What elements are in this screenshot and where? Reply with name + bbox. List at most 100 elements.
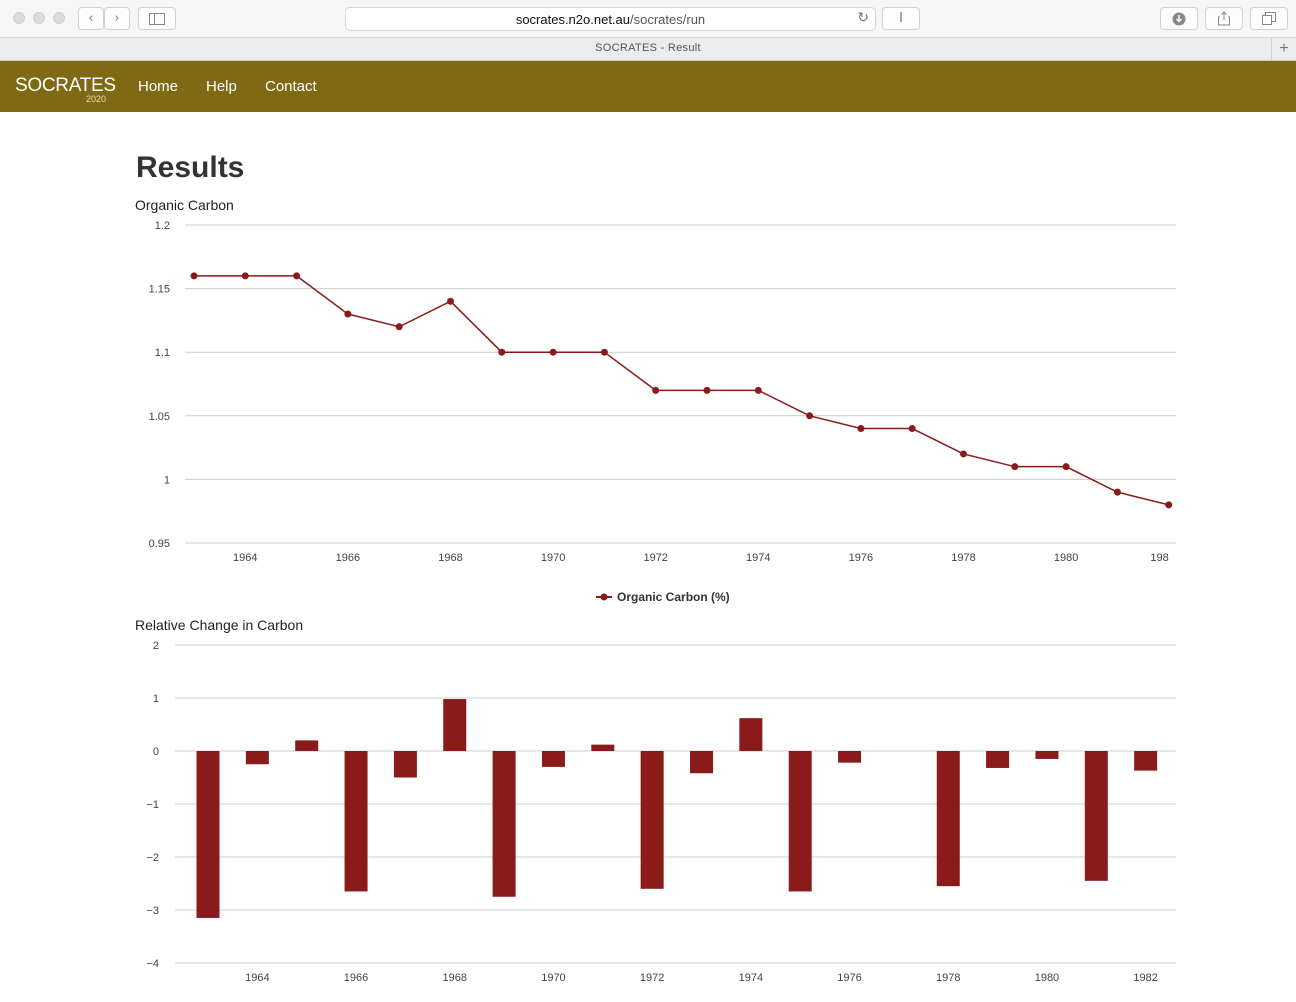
x-tick-label: 1964 (245, 972, 269, 984)
data-point (754, 386, 762, 394)
y-tick-label: −2 (146, 852, 159, 864)
share-button[interactable] (1205, 7, 1243, 30)
back-button[interactable]: ‹ (78, 7, 104, 30)
y-tick-label: 1.15 (149, 284, 170, 296)
tabs-icon (1262, 12, 1276, 25)
x-tick-label: 1972 (640, 972, 664, 984)
chevron-right-icon: › (114, 11, 120, 26)
x-tick-label: 1982 (1133, 972, 1157, 984)
data-point (1113, 488, 1121, 496)
close-window-icon[interactable] (13, 12, 25, 24)
forward-button[interactable]: › (104, 7, 130, 30)
bar-chart-title: Relative Change in Carbon (135, 617, 304, 633)
bar (640, 751, 664, 889)
data-point (447, 297, 454, 305)
legend-label: Organic Carbon (%) (617, 590, 730, 604)
organic-carbon-chart: 0.95 1 1.05 1.1 1.15 1.2 1964 1966 1968 1970 1972 1… (149, 220, 1176, 604)
data-point (549, 348, 557, 356)
x-tick-label: 1964 (233, 552, 257, 564)
x-tick-label: 1978 (936, 972, 960, 984)
x-tick-label: 1968 (443, 972, 467, 984)
bar (1134, 751, 1158, 771)
bar (1084, 751, 1108, 881)
data-point (652, 386, 660, 394)
data-point (190, 272, 198, 280)
text-cursor-icon: I (899, 11, 903, 26)
relative-change-chart: −4 −3 −2 −1 0 1 2 1964 1966 1968 1970 1972 1974 1976 1… (146, 640, 1176, 984)
data-point (806, 412, 814, 420)
bar (393, 751, 417, 778)
brand-logo[interactable]: SOCRATES (15, 75, 116, 96)
bar (245, 751, 269, 765)
minimize-window-icon[interactable] (33, 12, 45, 24)
y-tick-label: −3 (146, 905, 159, 917)
nav-help-link[interactable]: Help (206, 78, 237, 95)
nav-home-link[interactable]: Home (138, 78, 179, 95)
x-tick-label: 1980 (1035, 972, 1059, 984)
reload-icon[interactable]: ↻ (857, 10, 869, 26)
x-tick-label: 1966 (336, 552, 360, 564)
data-point (908, 425, 916, 433)
bar (196, 751, 220, 918)
data-point (1011, 463, 1019, 471)
tab-title[interactable]: SOCRATES - Result (595, 42, 701, 54)
zoom-window-icon[interactable] (53, 12, 65, 24)
data-point (1062, 463, 1070, 471)
browser-toolbar: ‹ › socrates.n2o.net.au/socrates/run ↻ I (0, 0, 1296, 38)
brand-year: 2020 (86, 94, 107, 104)
bar (838, 751, 862, 763)
bar (344, 751, 368, 892)
data-point (395, 323, 403, 331)
y-tick-label: 1 (153, 693, 159, 705)
x-tick-label: 1972 (643, 552, 667, 564)
new-tab-button[interactable]: + (1271, 38, 1296, 60)
y-tick-label: 0.95 (149, 538, 170, 550)
tabs-overview-button[interactable] (1250, 7, 1288, 30)
x-tick-label: 1970 (541, 552, 565, 564)
bar (690, 751, 713, 774)
bar (986, 751, 1010, 768)
x-tick-label: 1978 (951, 552, 975, 564)
plus-icon: + (1279, 40, 1289, 57)
data-point (293, 272, 301, 280)
bar (788, 751, 812, 892)
x-tick-label: 1974 (746, 552, 770, 564)
y-tick-label: 1.05 (149, 411, 170, 423)
site-navbar: SOCRATES 2020 Home Help Contact (0, 61, 1296, 112)
data-point (960, 450, 967, 458)
bar (591, 744, 615, 751)
bar (443, 699, 467, 751)
data-point (600, 348, 608, 356)
data-point (1165, 501, 1173, 509)
url-domain: socrates.n2o.net.au (515, 12, 631, 27)
x-tick-label: 198 (1150, 552, 1168, 564)
url-path: /socrates/run (630, 12, 706, 27)
share-icon (1218, 11, 1230, 26)
data-point (857, 425, 865, 433)
x-tick-label: 1980 (1054, 552, 1078, 564)
data-point (241, 272, 249, 280)
tab-bar: SOCRATES - Result + (0, 38, 1296, 61)
y-tick-label: −1 (146, 799, 159, 811)
y-tick-label: 0 (153, 746, 159, 758)
y-tick-label: 1.1 (155, 347, 170, 359)
line-chart-title: Organic Carbon (135, 197, 234, 213)
bar (492, 751, 516, 897)
downloads-button[interactable] (1160, 7, 1198, 30)
sidebar-button[interactable] (138, 7, 176, 30)
nav-contact-link[interactable]: Contact (265, 78, 317, 95)
x-tick-label: 1970 (541, 972, 565, 984)
bar (541, 751, 565, 767)
x-tick-label: 1976 (849, 552, 873, 564)
chevron-left-icon: ‹ (88, 11, 94, 26)
y-tick-label: 1 (164, 474, 170, 486)
x-tick-label: 1974 (739, 972, 763, 984)
series-line (194, 275, 1169, 506)
page-title: Results (136, 151, 245, 184)
address-bar[interactable]: socrates.n2o.net.au/socrates/run ↻ (345, 7, 876, 31)
x-tick-label: 1966 (344, 972, 368, 984)
data-point (498, 348, 506, 356)
y-tick-label: −4 (146, 958, 159, 970)
bar (739, 718, 763, 751)
reader-button[interactable]: I (882, 7, 920, 30)
